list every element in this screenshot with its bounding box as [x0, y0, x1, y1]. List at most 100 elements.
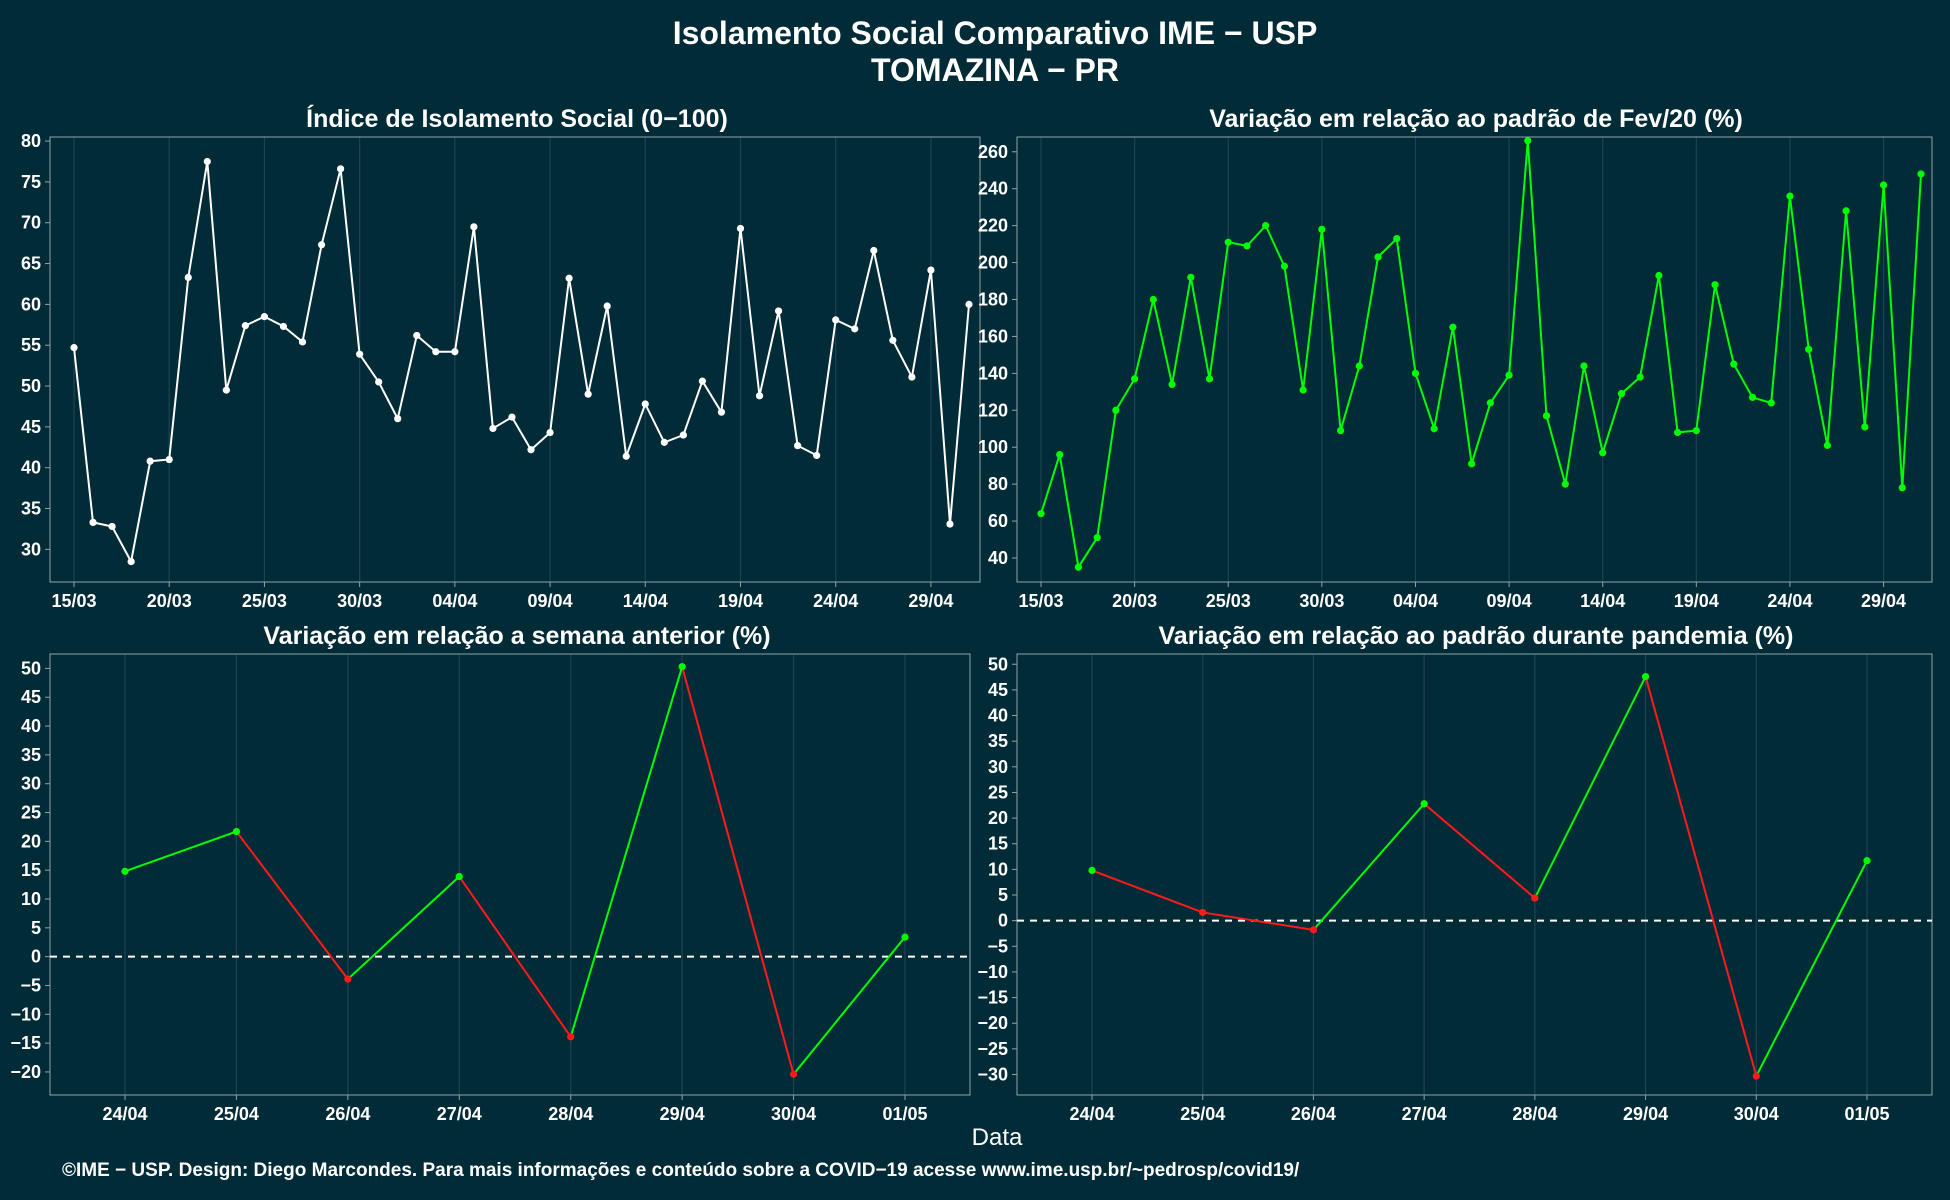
data-point [1524, 137, 1532, 145]
y-tick-label: 260 [978, 142, 1008, 162]
x-tick-label: 24/04 [1767, 591, 1812, 611]
data-point [1641, 672, 1650, 681]
series-segment [681, 666, 795, 1075]
y-tick-label: 65 [21, 254, 41, 274]
y-tick-label: 40 [988, 706, 1008, 726]
data-point [565, 274, 573, 282]
chart-panel-isolation-index: 30 35 40 45 50 55 60 65 70 75 80 15/03 20/03 25/03 30/… [21, 131, 981, 611]
data-point [1074, 563, 1083, 571]
x-tick-label: 01/05 [882, 1104, 927, 1124]
series-segment [458, 875, 572, 1038]
x-tick-label: 24/04 [1069, 1104, 1114, 1124]
y-tick-label: −20 [977, 1013, 1008, 1033]
data-point [508, 413, 516, 421]
plot-frame [1016, 653, 1933, 1096]
data-point [394, 415, 402, 423]
series-segment [1755, 860, 1868, 1077]
plot-frame [1016, 136, 1933, 583]
y-tick-label: −10 [977, 962, 1008, 982]
data-point [1355, 362, 1363, 370]
x-tick-label: 25/03 [1206, 591, 1251, 611]
y-tick-label: −15 [10, 1033, 41, 1053]
series-segment [235, 830, 349, 980]
y-tick-label: −20 [10, 1062, 41, 1082]
data-point [70, 344, 78, 352]
data-point [584, 390, 592, 398]
x-tick-label: 28/04 [1512, 1104, 1557, 1124]
data-point [1168, 380, 1176, 389]
plot-frame [49, 136, 981, 583]
data-point [203, 157, 211, 166]
y-tick-label: 220 [978, 216, 1008, 236]
data-point [1767, 399, 1775, 407]
data-point [1542, 412, 1551, 420]
data-point [946, 520, 954, 528]
data-point [1468, 460, 1476, 468]
y-tick-label: 35 [988, 731, 1008, 751]
series-segment [1423, 802, 1536, 899]
figure-subtitle: TOMAZINA − PR [871, 52, 1119, 88]
data-point [1243, 242, 1251, 250]
data-point [455, 872, 463, 881]
y-tick-label: 25 [21, 803, 41, 823]
y-tick-label: 80 [988, 474, 1008, 494]
data-point [1088, 866, 1096, 874]
x-tick-label: 14/04 [1580, 591, 1625, 611]
y-tick-label: 70 [21, 213, 41, 233]
y-tick-label: 25 [988, 782, 1008, 802]
series-segment [1091, 869, 1204, 914]
y-tick-label: 20 [21, 831, 41, 851]
series-segment [1644, 676, 1758, 1077]
data-point [1205, 375, 1214, 383]
data-point [813, 451, 821, 460]
y-tick-label: 200 [978, 253, 1008, 273]
data-point [375, 378, 383, 386]
x-tick-label: 20/03 [147, 591, 192, 611]
x-tick-label: 30/03 [337, 591, 382, 611]
y-tick-label: 120 [978, 400, 1008, 420]
data-point [870, 246, 878, 255]
data-point [567, 1033, 575, 1041]
data-point [1580, 362, 1588, 370]
footer-credits: ©IME − USP. Design: Diego Marcondes. Par… [62, 1160, 1300, 1181]
data-point [1299, 386, 1307, 394]
y-tick-label: −25 [977, 1039, 1008, 1059]
x-tick-label: 29/04 [1623, 1104, 1668, 1124]
series-segment [1312, 803, 1425, 931]
x-tick-label: 30/04 [771, 1104, 816, 1124]
data-point [222, 386, 230, 394]
data-point [794, 442, 802, 450]
data-point [1711, 281, 1719, 289]
data-point [413, 331, 421, 340]
panel-4-title: Variação em relação ao padrão durante pa… [1159, 622, 1794, 650]
data-point [603, 302, 611, 310]
y-tick-label: 240 [978, 179, 1008, 199]
y-tick-label: 10 [21, 889, 41, 909]
data-point [527, 446, 535, 454]
data-point [1805, 345, 1813, 353]
x-tick-label: 29/04 [1861, 591, 1906, 611]
data-point [1692, 426, 1700, 435]
data-point [698, 377, 707, 385]
data-point [901, 933, 909, 941]
data-point [851, 325, 859, 333]
data-point [146, 457, 154, 465]
data-point [89, 518, 97, 526]
x-tick-label: 14/04 [623, 591, 668, 611]
data-point [1393, 234, 1401, 243]
series-segment [1533, 676, 1647, 899]
data-point [121, 867, 129, 875]
y-tick-label: 40 [21, 716, 41, 736]
x-tick-label: 20/03 [1112, 591, 1157, 611]
data-point [1449, 323, 1457, 331]
y-tick-label: −30 [977, 1064, 1008, 1084]
data-point [889, 336, 897, 344]
data-point [344, 975, 352, 983]
data-point [1112, 406, 1120, 414]
y-tick-label: 10 [988, 859, 1008, 879]
y-tick-label: −5 [987, 936, 1008, 956]
panel-3-title: Variação em relação a semana anterior (%… [263, 622, 770, 650]
x-tick-label: 25/04 [1180, 1104, 1225, 1124]
y-tick-label: 15 [988, 834, 1008, 854]
y-tick-label: 160 [978, 326, 1008, 346]
